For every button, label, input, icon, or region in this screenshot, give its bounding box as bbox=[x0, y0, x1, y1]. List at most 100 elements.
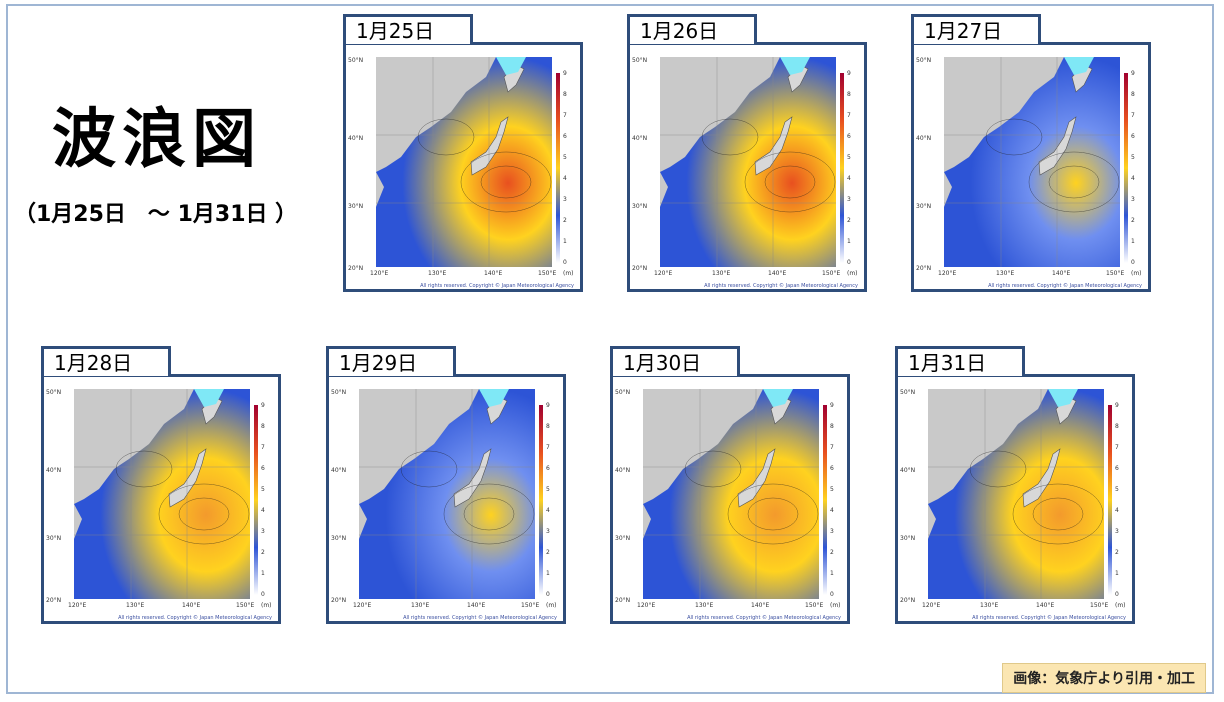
continent-land bbox=[643, 389, 763, 504]
lat-label: 20°N bbox=[348, 265, 364, 272]
colorbar-tick: 5 bbox=[830, 486, 834, 493]
lon-label: 130°E bbox=[712, 270, 731, 277]
lon-label: 120°E bbox=[922, 602, 941, 609]
lat-label: 40°N bbox=[615, 467, 631, 474]
sea-ice bbox=[496, 57, 526, 75]
colorbar-tick: 8 bbox=[563, 91, 567, 98]
colorbar-tick: 6 bbox=[1115, 465, 1119, 472]
day-label: 1月25日 bbox=[343, 14, 473, 44]
colorbar-tick: 2 bbox=[1131, 217, 1135, 224]
colorbar-tick: 3 bbox=[546, 528, 550, 535]
colorbar-tick: 9 bbox=[546, 402, 550, 409]
credit-badge: 画像：気象庁より引用・加工 bbox=[1002, 663, 1206, 693]
colorbar-tick: 7 bbox=[1131, 112, 1135, 119]
lon-label: 150°E bbox=[1106, 270, 1125, 277]
colorbar-tick: 0 bbox=[546, 591, 550, 598]
colorbar-tick: 6 bbox=[847, 133, 851, 140]
contour-lines bbox=[400, 450, 535, 545]
wave-map: 50°N 40°N 30°N 20°N 120°E 130°E 140°E 150°E 9 8 7 6… bbox=[610, 374, 850, 624]
copyright-text: All rights reserved. Copyright © Japan M… bbox=[118, 615, 272, 621]
grid-lines bbox=[359, 389, 535, 599]
lat-label: 30°N bbox=[916, 203, 932, 210]
map-canvas bbox=[74, 389, 250, 599]
lat-label: 40°N bbox=[331, 467, 347, 474]
colorbar bbox=[556, 73, 560, 263]
colorbar-tick: 8 bbox=[546, 423, 550, 430]
japan-land bbox=[754, 116, 793, 176]
copyright-text: All rights reserved. Copyright © Japan M… bbox=[403, 615, 557, 621]
continent-land bbox=[359, 389, 479, 504]
date-range: （1月25日 ～ 1月31日 ） bbox=[14, 202, 298, 227]
colorbar-tick: 0 bbox=[563, 259, 567, 266]
sea-ice bbox=[780, 57, 810, 75]
japan-land bbox=[168, 448, 207, 508]
lat-label: 50°N bbox=[615, 389, 631, 396]
lat-label: 20°N bbox=[46, 597, 62, 604]
colorbar-tick: 7 bbox=[1115, 444, 1119, 451]
colorbar-unit: (m) bbox=[261, 602, 272, 609]
lat-label: 50°N bbox=[916, 57, 932, 64]
lat-label: 40°N bbox=[46, 467, 62, 474]
colorbar-tick: 7 bbox=[830, 444, 834, 451]
day-label: 1月31日 bbox=[895, 346, 1025, 376]
lon-label: 140°E bbox=[1052, 270, 1071, 277]
lat-label: 50°N bbox=[331, 389, 347, 396]
lat-label: 40°N bbox=[348, 135, 364, 142]
colorbar-tick: 4 bbox=[830, 507, 834, 514]
coast-land bbox=[376, 172, 384, 207]
slide-frame bbox=[6, 4, 1214, 694]
lon-label: 140°E bbox=[467, 602, 486, 609]
lon-label: 140°E bbox=[751, 602, 770, 609]
colorbar-tick: 2 bbox=[261, 549, 265, 556]
colorbar-tick: 2 bbox=[847, 217, 851, 224]
colorbar-tick: 3 bbox=[830, 528, 834, 535]
sea-ice bbox=[479, 389, 509, 407]
colorbar-tick: 2 bbox=[546, 549, 550, 556]
map-canvas bbox=[660, 57, 836, 267]
japan-land bbox=[1022, 448, 1061, 508]
colorbar-unit: (m) bbox=[1115, 602, 1126, 609]
map-canvas bbox=[359, 389, 535, 599]
copyright-text: All rights reserved. Copyright © Japan M… bbox=[420, 283, 574, 289]
day-label: 1月27日 bbox=[911, 14, 1041, 44]
colorbar-tick: 0 bbox=[847, 259, 851, 266]
lon-label: 130°E bbox=[411, 602, 430, 609]
lat-label: 20°N bbox=[900, 597, 916, 604]
colorbar-unit: (m) bbox=[1131, 270, 1142, 277]
sea-ice bbox=[1048, 389, 1078, 407]
lat-label: 20°N bbox=[916, 265, 932, 272]
lat-label: 30°N bbox=[331, 535, 347, 542]
colorbar-tick: 7 bbox=[546, 444, 550, 451]
wave-map: 50°N 40°N 30°N 20°N 120°E 130°E 140°E 150°E 9 8 7 6… bbox=[911, 42, 1151, 292]
lat-label: 30°N bbox=[348, 203, 364, 210]
colorbar-tick: 7 bbox=[261, 444, 265, 451]
lon-label: 130°E bbox=[428, 270, 447, 277]
colorbar-tick: 0 bbox=[1131, 259, 1135, 266]
colorbar bbox=[823, 405, 827, 595]
colorbar-tick: 1 bbox=[261, 570, 265, 577]
grid-lines bbox=[376, 57, 552, 267]
lat-label: 30°N bbox=[615, 535, 631, 542]
colorbar bbox=[539, 405, 543, 595]
continent-land bbox=[376, 57, 496, 172]
wave-map: 50°N 40°N 30°N 20°N 120°E 130°E 140°E 150°E 9 8 7 6… bbox=[326, 374, 566, 624]
colorbar-tick: 1 bbox=[563, 238, 567, 245]
wave-map: 50°N 40°N 30°N 20°N 120°E 130°E 140°E 150°E 9 8 7 6… bbox=[895, 374, 1135, 624]
colorbar-tick: 6 bbox=[830, 465, 834, 472]
wave-map: 50°N 40°N 30°N 20°N 120°E 130°E 140°E 150°E 9 8 7 6… bbox=[41, 374, 281, 624]
colorbar-unit: (m) bbox=[563, 270, 574, 277]
colorbar-tick: 2 bbox=[830, 549, 834, 556]
colorbar-tick: 9 bbox=[847, 70, 851, 77]
day-label: 1月30日 bbox=[610, 346, 740, 376]
colorbar-tick: 9 bbox=[830, 402, 834, 409]
japan-land bbox=[1038, 116, 1077, 176]
colorbar-tick: 1 bbox=[1131, 238, 1135, 245]
lon-label: 130°E bbox=[980, 602, 999, 609]
colorbar-tick: 3 bbox=[847, 196, 851, 203]
continent-land bbox=[944, 57, 1064, 172]
colorbar bbox=[1124, 73, 1128, 263]
colorbar-tick: 6 bbox=[563, 133, 567, 140]
grid-lines bbox=[660, 57, 836, 267]
map-canvas bbox=[928, 389, 1104, 599]
colorbar-tick: 0 bbox=[261, 591, 265, 598]
